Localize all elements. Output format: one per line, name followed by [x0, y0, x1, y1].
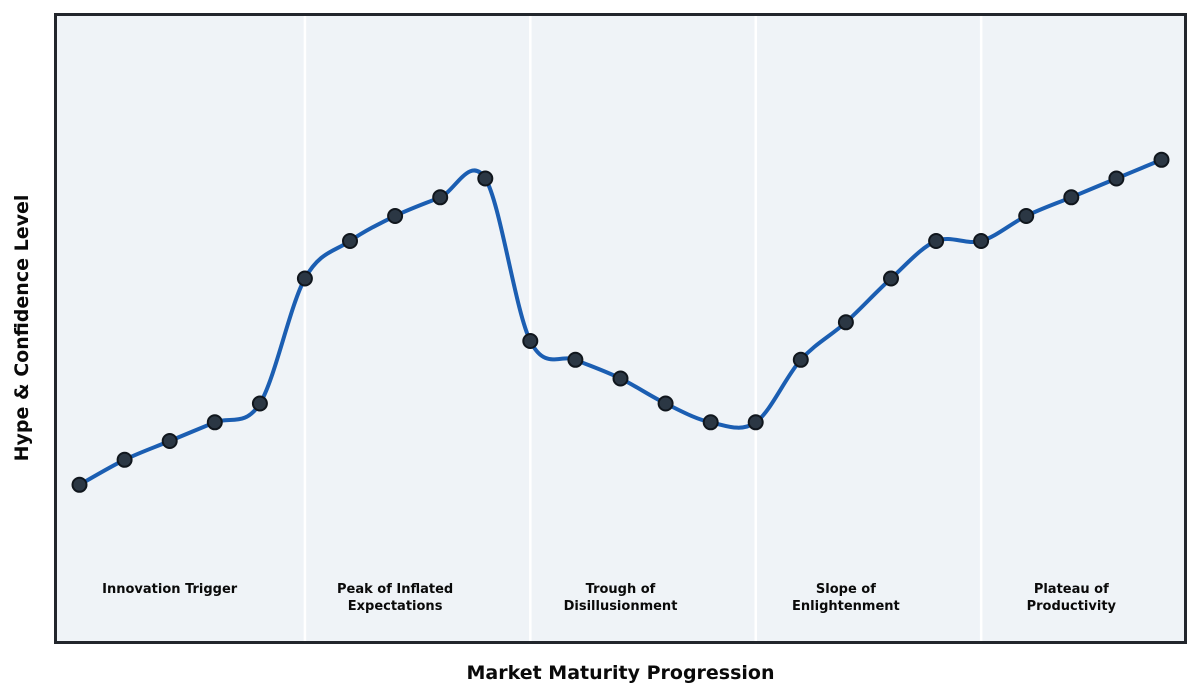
- phase-label-slope-of-enlightenment: Slope of Enlightenment: [792, 582, 900, 614]
- data-point-marker: [161, 433, 178, 449]
- data-point-marker: [206, 414, 223, 431]
- data-point-marker: [71, 476, 88, 493]
- data-point-marker: [567, 351, 584, 368]
- plot-area: Innovation Trigger Peak of Inflated Expect…: [54, 13, 1187, 644]
- data-point-marker: [657, 395, 674, 412]
- data-point-marker: [296, 270, 313, 287]
- data-point-marker: [837, 314, 854, 331]
- phase-label-trough-of-disillusionment: Trough of Disillusionment: [563, 582, 678, 614]
- phase-label-innovation-trigger: Innovation Trigger: [102, 582, 238, 597]
- x-axis-label: Market Maturity Progression: [466, 662, 775, 684]
- data-point-marker: [522, 333, 539, 349]
- data-point-marker: [612, 370, 629, 387]
- data-point-marker: [432, 189, 449, 206]
- phase-label-plateau-of-productivity: Plateau of Productivity: [1026, 582, 1117, 614]
- data-point-marker: [747, 414, 764, 431]
- data-point-marker: [387, 208, 404, 224]
- data-point-marker: [973, 233, 990, 249]
- phase-label-peak-of-inflated-expectations: Peak of Inflated Expectations: [336, 582, 454, 614]
- data-point-marker: [1108, 170, 1125, 187]
- data-point-marker: [477, 170, 494, 187]
- data-point-marker: [928, 233, 945, 249]
- hype-curve: [77, 157, 1164, 487]
- data-point-marker: [251, 395, 268, 412]
- data-point-marker: [792, 351, 809, 368]
- data-point-marker: [116, 451, 133, 468]
- data-point-marker: [1153, 151, 1170, 168]
- data-point-marker: [1063, 189, 1080, 206]
- data-point-marker: [1018, 208, 1035, 224]
- data-point-marker: [883, 270, 899, 287]
- data-point-marker: [702, 414, 719, 431]
- hype-curve-svg: [71, 16, 1170, 641]
- y-axis-label: Hype & Confidence Level: [11, 194, 33, 462]
- data-point-marker: [342, 233, 358, 249]
